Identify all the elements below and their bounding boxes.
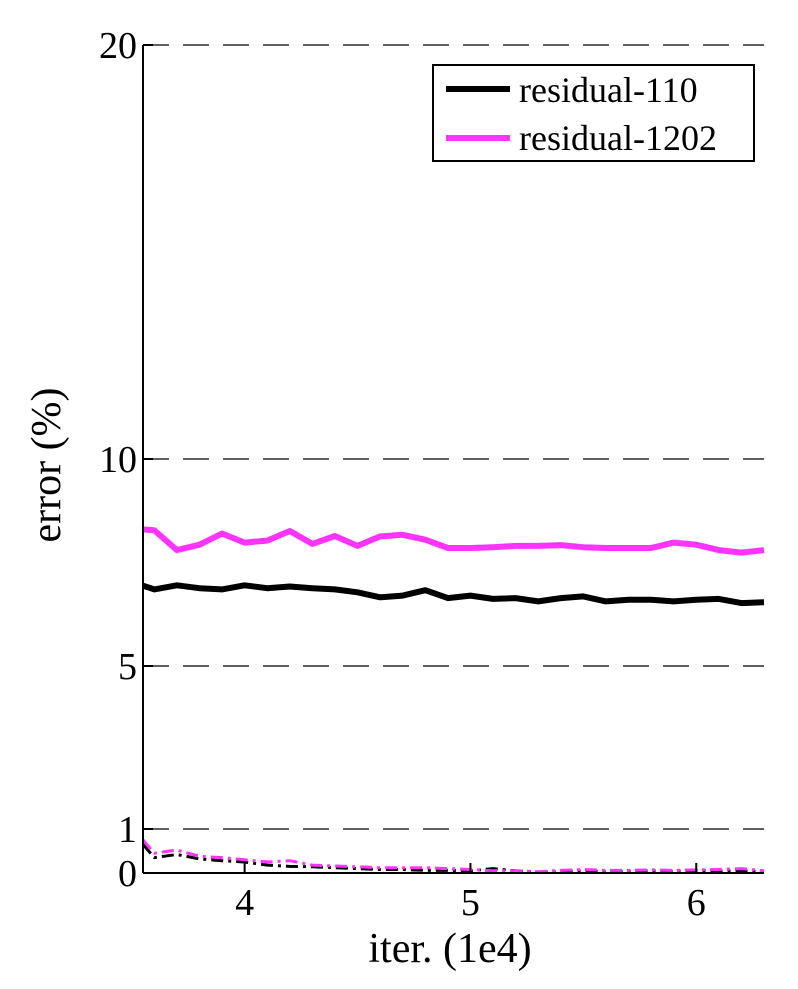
y-axis-title: error (%)	[24, 387, 70, 542]
legend: residual-110 residual-1202	[432, 64, 755, 162]
legend-box	[432, 64, 755, 162]
y-tick-label-5: 5	[118, 646, 137, 688]
legend-label-residual-1202: residual-1202	[519, 118, 717, 158]
x-tick-label-5: 5	[461, 882, 480, 924]
series-line-residual-110-train	[141, 843, 765, 874]
series-line-residual-110-test	[142, 582, 765, 607]
x-tick-label-4: 4	[235, 882, 254, 924]
y-tick-label-0: 0	[118, 853, 137, 895]
legend-label-residual-110: residual-110	[519, 70, 698, 110]
x-axis-title: iter. (1e4)	[368, 926, 531, 972]
y-tick-label-10: 10	[99, 439, 137, 481]
x-tick-label-6: 6	[687, 882, 706, 924]
y-tick-label-1: 1	[118, 809, 137, 851]
ticks: 01 5 10 20 4 5 6	[99, 25, 706, 924]
y-tick-label-20: 20	[99, 25, 137, 67]
grid-lines	[143, 44, 764, 830]
series-line-residual-1202-train	[141, 839, 765, 874]
series-lines	[141, 526, 765, 874]
series-line-residual-1202-test	[142, 526, 765, 556]
